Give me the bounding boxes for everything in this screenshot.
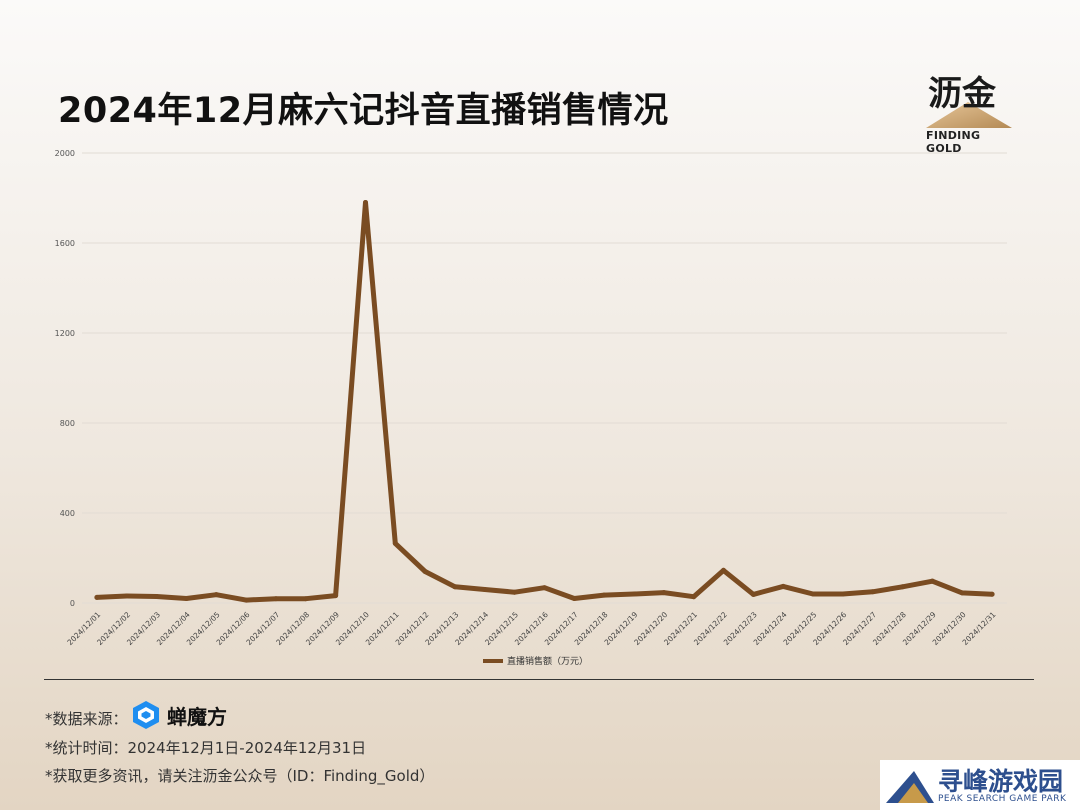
- data-point: [243, 597, 249, 603]
- data-point: [661, 590, 667, 596]
- data-point: [512, 589, 518, 595]
- data-point: [571, 596, 577, 601]
- data-point: [452, 584, 458, 590]
- peak-mountain-icon: [886, 771, 934, 803]
- y-tick-label: 2000: [55, 149, 75, 158]
- y-tick-label: 1200: [55, 329, 75, 338]
- data-point: [750, 591, 756, 597]
- grid-lines: [82, 152, 1007, 604]
- chanmofang-icon: [133, 701, 159, 729]
- data-point: [273, 596, 279, 602]
- period-note: *统计时间：2024年12月1日-2024年12月31日: [45, 739, 367, 757]
- data-point: [840, 591, 846, 597]
- data-point: [780, 583, 786, 589]
- data-point: [333, 593, 339, 599]
- series-line-layer: [94, 200, 995, 603]
- data-point: [183, 596, 189, 601]
- logo-cn-text: 沥金: [928, 74, 996, 114]
- data-point: [94, 594, 100, 600]
- x-axis-ticks: 2024/12/012024/12/022024/12/032024/12/04…: [65, 610, 997, 647]
- data-point: [929, 578, 935, 584]
- watermark-en: PEAK SEARCH GAME PARK: [938, 794, 1067, 804]
- mountain-icon: [926, 102, 1012, 128]
- data-point: [542, 585, 547, 591]
- chanmofang-logo: 蝉魔方: [131, 699, 227, 731]
- y-tick-label: 1600: [55, 239, 75, 248]
- y-axis-ticks: 0 400 800 1200 1600 2000: [55, 149, 75, 608]
- data-point: [900, 584, 906, 590]
- y-tick-label: 800: [60, 419, 75, 428]
- watermark-cn: 寻峰游戏园: [938, 767, 1064, 796]
- y-tick-label: 400: [60, 509, 75, 518]
- data-point: [392, 540, 398, 546]
- source-label: *数据来源：: [45, 710, 128, 728]
- chart-title: 2024年12月麻六记抖音直播销售情况: [58, 91, 669, 131]
- data-point: [810, 591, 816, 597]
- logo-en-text: FINDING GOLD: [926, 129, 981, 155]
- data-point: [631, 591, 637, 597]
- data-point: [154, 593, 160, 599]
- data-point: [721, 567, 727, 573]
- series-line: [94, 200, 995, 603]
- watermark: 寻峰游戏园 PEAK SEARCH GAME PARK: [880, 760, 1080, 810]
- finding-gold-logo: 沥金 FINDING GOLD: [918, 66, 1018, 155]
- data-point: [213, 592, 219, 598]
- data-point: [601, 592, 607, 598]
- legend: 直播销售额（万元）: [483, 655, 588, 667]
- source-name: 蝉魔方: [167, 704, 227, 729]
- footer-divider: [44, 679, 1034, 680]
- data-point: [989, 591, 995, 597]
- legend-label: 直播销售额（万元）: [507, 655, 588, 667]
- data-point: [691, 594, 697, 600]
- data-point: [422, 569, 428, 574]
- line-chart: 0 400 800 1200 1600 2000 2024/12/012024/12/02…: [55, 149, 1007, 667]
- follow-note: *获取更多资讯，请关注沥金公众号（ID：Finding_Gold）: [45, 767, 435, 785]
- data-point: [482, 587, 488, 592]
- data-point: [124, 593, 130, 599]
- data-point: [362, 200, 368, 205]
- y-tick-label: 0: [70, 599, 75, 608]
- data-point: [303, 596, 309, 602]
- data-point: [870, 589, 876, 595]
- data-point: [959, 590, 965, 596]
